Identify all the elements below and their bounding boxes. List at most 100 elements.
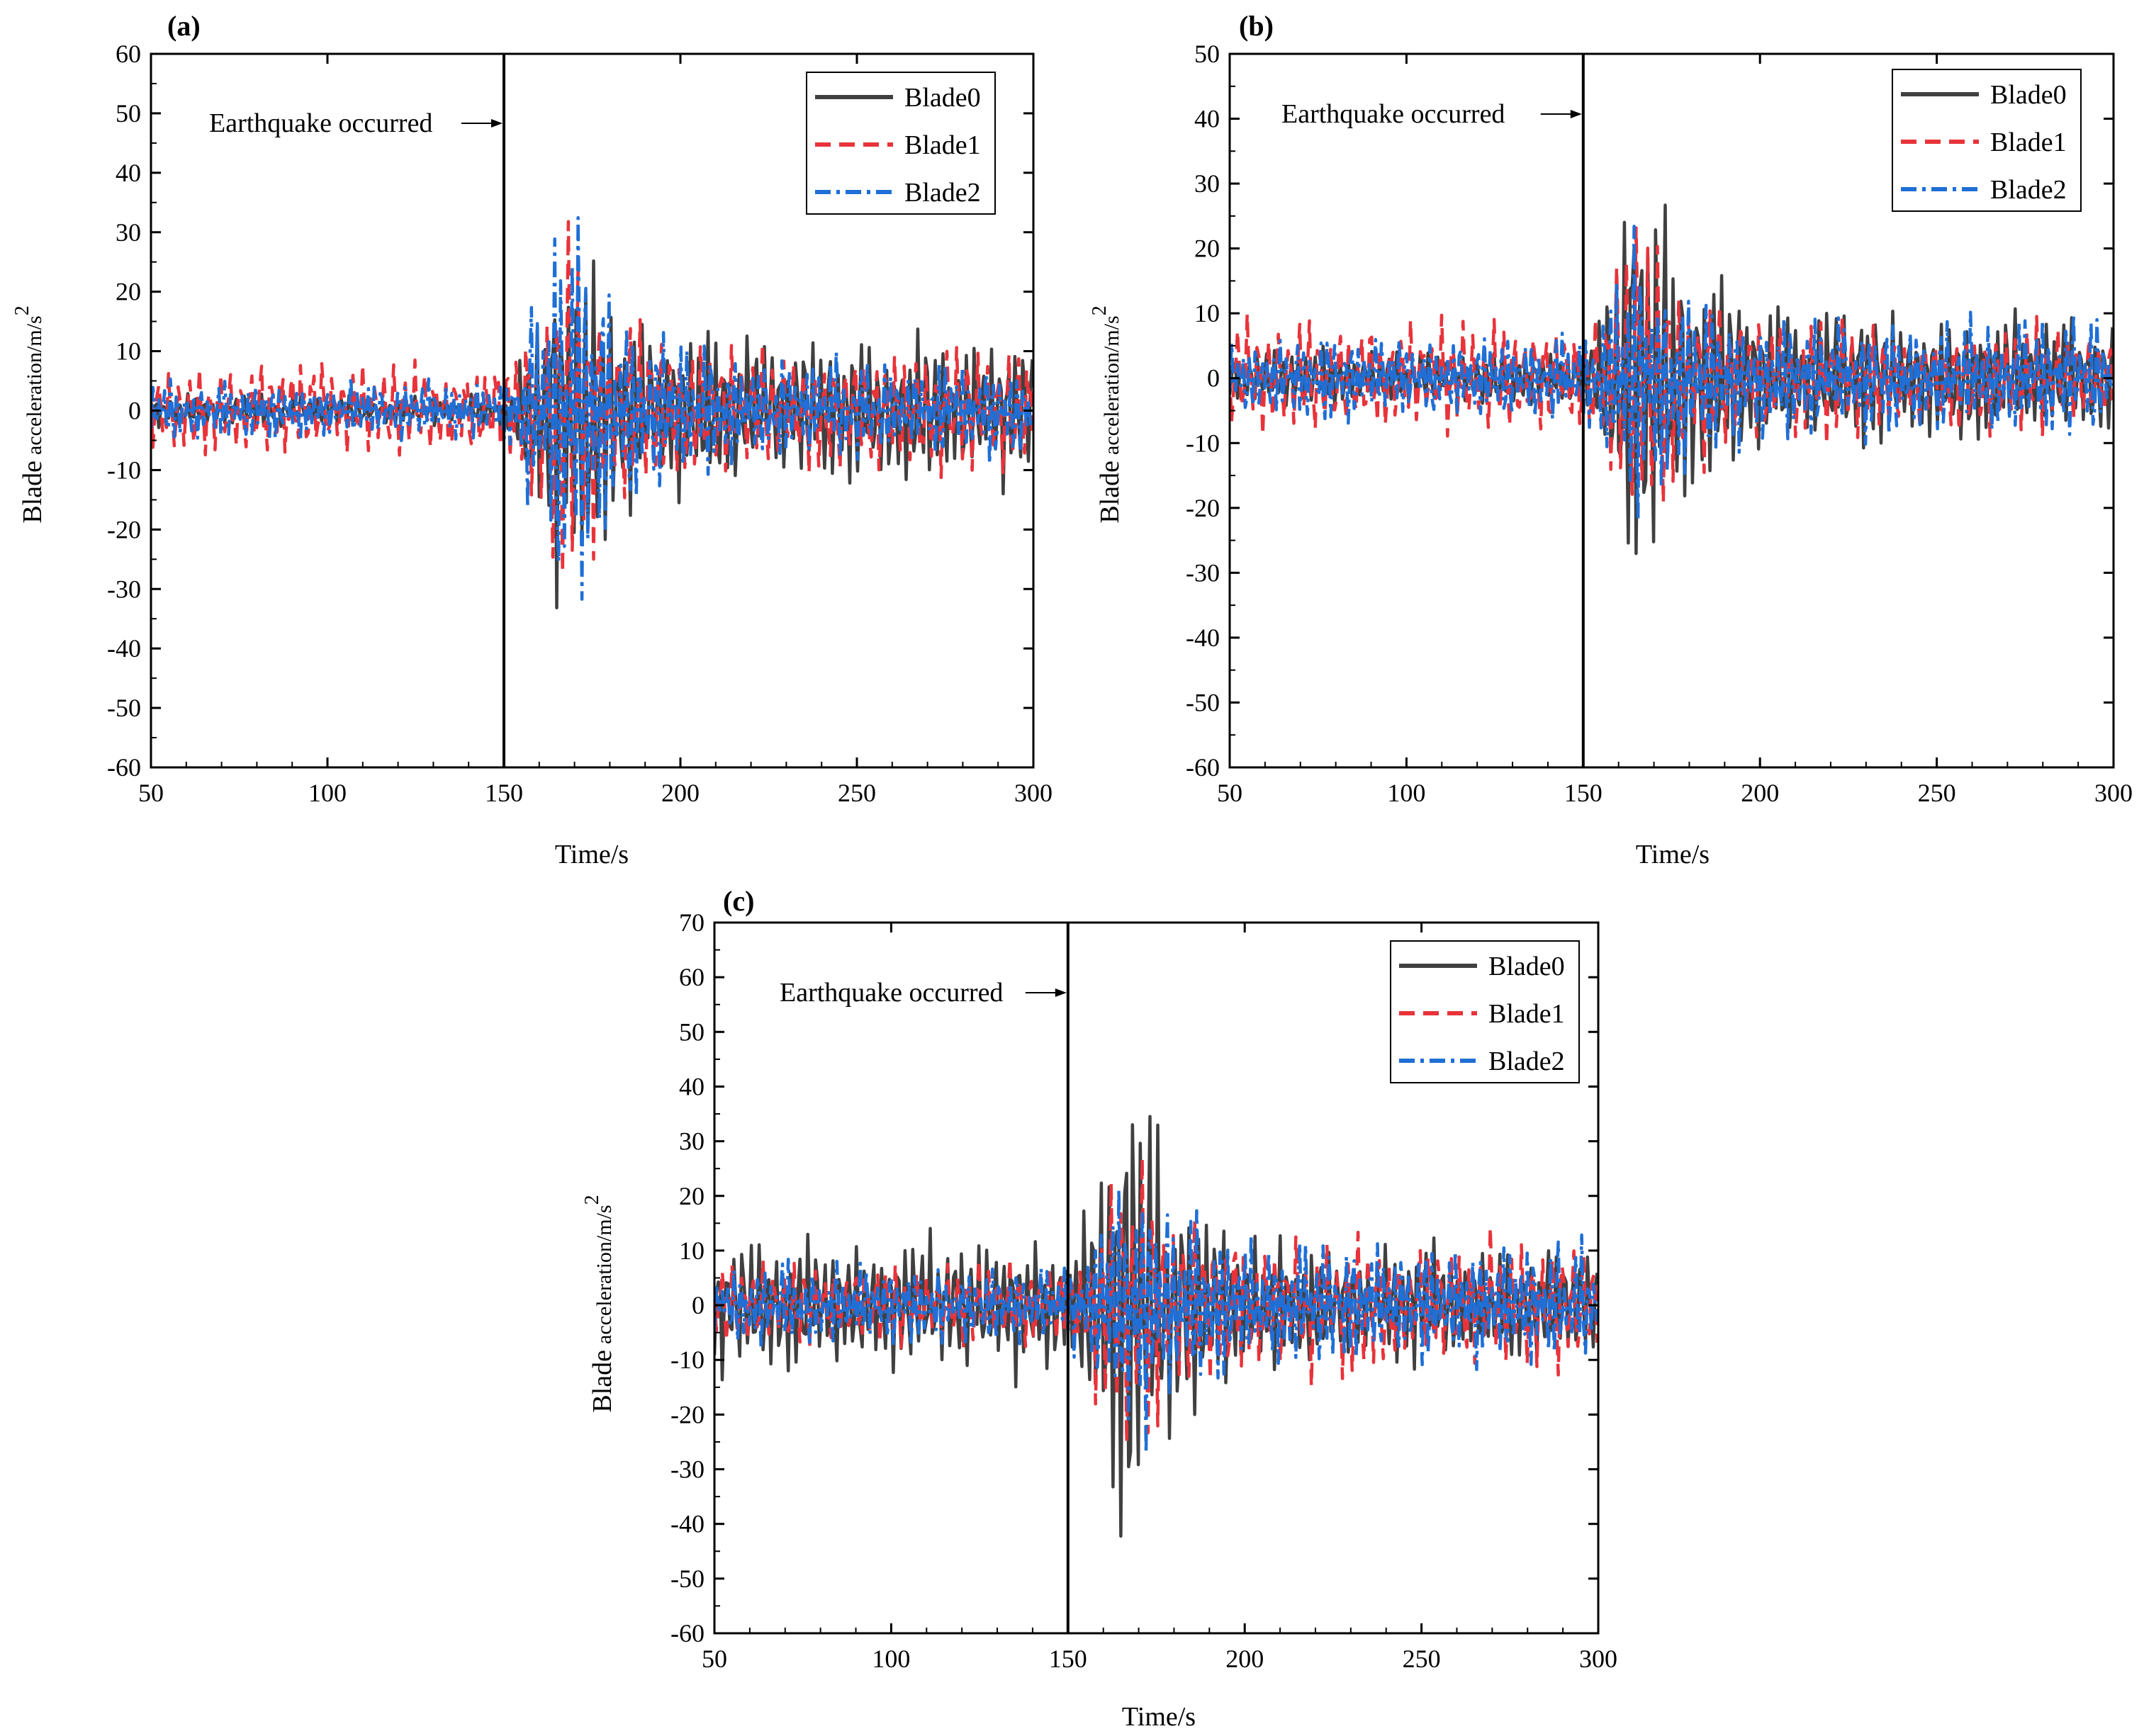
- y-tick-label-b-20: 20: [1194, 235, 1220, 263]
- y-tick-label-c-10: 10: [679, 1236, 705, 1265]
- panel-c: (c) 50 100 150 200 250 300-60-50-40-30-20-100…: [581, 885, 1617, 1732]
- legend-label-blade2-b: Blade2: [1990, 175, 2067, 205]
- annotation-c: Earthquake occurred: [780, 978, 1003, 1008]
- annotation-a: Earthquake occurred: [209, 108, 432, 138]
- y-axis-label-main-a: Blade: [18, 461, 47, 524]
- y-tick-label-a-60: 60: [116, 40, 141, 68]
- x-tick-label-c-50: 50: [702, 1645, 727, 1673]
- legend-c: Blade0 Blade1 Blade2: [1390, 940, 1580, 1083]
- panel-label-b: (b): [1239, 10, 1274, 42]
- y-tick-label-c-40: 40: [679, 1072, 705, 1100]
- y-tick-label-c--30: -30: [670, 1455, 705, 1484]
- x-tick-label-b-150: 150: [1564, 779, 1603, 807]
- y-tick-label-b-10: 10: [1194, 299, 1220, 327]
- plot-area-b: 50 100 150 200 250 300 -60 -50 -40 -30 -20 -10 0 10 20…: [1186, 40, 2133, 807]
- y-axis-label-unit-c: acceleration/m/s: [593, 1205, 616, 1344]
- y-tick-label-a-30: 30: [116, 218, 141, 247]
- y-axis-label-sup-a: 2: [11, 305, 33, 315]
- legend-label-blade2-a: Blade2: [904, 178, 981, 208]
- y-tick-label-a--50: -50: [107, 694, 141, 722]
- x-tick-label-a-300: 300: [1014, 779, 1053, 807]
- y-tick-label-c--60: -60: [670, 1619, 705, 1647]
- legend-b: Blade0 Blade1 Blade2: [1892, 69, 2082, 212]
- x-tick-label-c-300: 300: [1579, 1645, 1617, 1673]
- y-tick-label-b--40: -40: [1186, 624, 1220, 652]
- x-tick-label-b-250: 250: [1918, 779, 1956, 807]
- annotation-arrow-head-a: [491, 119, 503, 128]
- y-tick-label-b--20: -20: [1186, 494, 1220, 522]
- series-line-blade2-a: [151, 215, 1033, 601]
- y-axis-label-sup-c: 2: [581, 1195, 603, 1205]
- y-tick-label-b--60: -60: [1186, 753, 1220, 782]
- y-tick-label-a--20: -20: [107, 515, 141, 543]
- y-tick-label-b-40: 40: [1194, 105, 1220, 133]
- legend-label-blade0-a: Blade0: [904, 83, 981, 113]
- y-tick-label-a-20: 20: [116, 278, 141, 306]
- y-tick-label-c-70: 70: [679, 908, 705, 937]
- y-tick-label-c--10: -10: [670, 1346, 705, 1374]
- x-tick-label-a-100: 100: [308, 779, 347, 807]
- legend-label-blade2-c: Blade2: [1488, 1047, 1565, 1076]
- y-tick-label-c--50: -50: [670, 1565, 705, 1593]
- x-tick-label-b-300: 300: [2094, 779, 2133, 807]
- y-axis-label-b: Blade acceleration/m/s2: [1089, 305, 1125, 523]
- x-tick-label-c-200: 200: [1225, 1645, 1264, 1673]
- legend-a: Blade0 Blade1 Blade2: [806, 72, 996, 215]
- x-tick-label-c-150: 150: [1049, 1645, 1087, 1673]
- y-tick-label-c-0: 0: [692, 1291, 705, 1319]
- series-line-blade2-b: [1230, 225, 2114, 521]
- x-axis-label-a: Time/s: [555, 840, 629, 869]
- y-axis-label-unit-b: acceleration/m/s: [1100, 315, 1123, 455]
- x-tick-label-a-150: 150: [485, 779, 523, 807]
- legend-label-blade1-a: Blade1: [904, 130, 981, 160]
- y-tick-label-c-20: 20: [679, 1182, 705, 1210]
- legend-label-blade1-c: Blade1: [1488, 999, 1565, 1029]
- legend-label-blade0-c: Blade0: [1488, 952, 1565, 981]
- x-tick-label-b-200: 200: [1741, 779, 1779, 807]
- series-line-blade2-c: [714, 1188, 1598, 1455]
- plot-area-c: 50 100 150 200 250 300 -60 -50 -40 -30 -20 -10 0 10 20…: [670, 908, 1617, 1673]
- legend-label-blade0-b: Blade0: [1990, 80, 2067, 110]
- y-axis-label-main-c: Blade: [588, 1350, 617, 1413]
- x-tick-label-a-250: 250: [838, 779, 876, 807]
- y-tick-label-b--30: -30: [1186, 558, 1220, 587]
- x-axis-label-c: Time/s: [1122, 1702, 1196, 1732]
- y-tick-label-c--40: -40: [670, 1510, 705, 1538]
- y-tick-label-a--10: -10: [107, 456, 141, 484]
- annotation-b: Earthquake occurred: [1281, 99, 1505, 129]
- x-tick-label-a-50: 50: [138, 779, 164, 807]
- y-axis-label-c: Blade acceleration/m/s2: [581, 1195, 617, 1412]
- y-tick-label-c--20: -20: [670, 1400, 705, 1428]
- y-tick-label-a-40: 40: [116, 159, 141, 187]
- x-tick-label-c-250: 250: [1403, 1645, 1441, 1673]
- y-axis-label-unit-a: acceleration/m/s: [23, 315, 46, 455]
- y-tick-label-a-10: 10: [116, 337, 141, 366]
- y-axis-label-a: Blade acceleration/m/s2: [11, 305, 47, 523]
- y-tick-label-b-30: 30: [1194, 169, 1220, 198]
- y-tick-label-b-50: 50: [1194, 40, 1220, 68]
- y-tick-label-a-50: 50: [116, 99, 141, 128]
- x-axis-label-b: Time/s: [1636, 840, 1710, 869]
- x-tick-label-b-100: 100: [1387, 779, 1425, 807]
- legend-label-blade1-b: Blade1: [1990, 128, 2067, 157]
- y-tick-label-b--50: -50: [1186, 688, 1220, 716]
- y-axis-label-sup-b: 2: [1089, 305, 1111, 315]
- annotation-arrow-head-c: [1055, 988, 1067, 997]
- x-tick-label-a-200: 200: [661, 779, 700, 807]
- y-tick-label-c-60: 60: [679, 963, 705, 991]
- y-tick-label-a--60: -60: [107, 753, 141, 782]
- panel-label-c: (c): [723, 885, 754, 917]
- y-tick-label-b--10: -10: [1186, 429, 1220, 457]
- y-tick-label-b-0: 0: [1207, 364, 1220, 393]
- y-axis-label-main-b: Blade: [1095, 461, 1125, 524]
- plot-area-a: 50 100 150 200 250 300 -60 -50 -40 -30 -20 -10 0 10 20…: [107, 40, 1053, 807]
- y-tick-label-a-0: 0: [128, 397, 141, 425]
- x-tick-label-b-50: 50: [1217, 779, 1242, 807]
- panel-b: (b) 50 100 150 200 250 300-60-50-40-30-20-100…: [1089, 10, 2133, 869]
- y-tick-label-a--40: -40: [107, 634, 141, 663]
- x-tick-label-c-100: 100: [872, 1645, 910, 1673]
- y-tick-label-c-50: 50: [679, 1018, 705, 1046]
- y-tick-label-c-30: 30: [679, 1127, 705, 1156]
- panel-a: (a) 50 100 150 200 250 300-60-50-40-30-20-100…: [11, 10, 1053, 869]
